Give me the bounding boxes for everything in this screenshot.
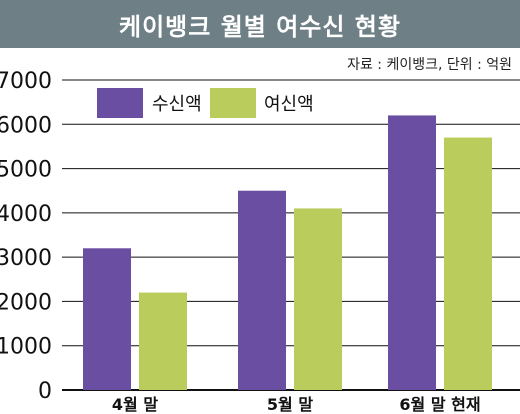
y-tick-label: 3000 xyxy=(0,246,52,271)
y-tick-label: 6000 xyxy=(0,113,52,138)
grid-lines xyxy=(62,79,520,391)
x-tick-label: 4월 말 xyxy=(112,395,158,414)
bar-loan xyxy=(444,137,492,390)
x-axis-ticks: 4월 말 5월 말 6월 말 현재 xyxy=(112,395,481,414)
y-tick-label: 1000 xyxy=(0,335,52,360)
y-tick-label: 4000 xyxy=(0,202,52,227)
y-axis-ticks: 0 1000 2000 3000 4000 5000 6000 7000 xyxy=(0,69,52,404)
legend-swatch xyxy=(210,88,256,118)
bar-loan xyxy=(139,292,187,390)
legend-label: 수신액 xyxy=(152,94,202,115)
bar-deposit xyxy=(238,190,286,390)
title-bar: 케이뱅크 월별 여수신 현황 xyxy=(0,0,520,48)
y-tick-label: 5000 xyxy=(0,158,52,183)
y-tick-label: 2000 xyxy=(0,290,52,315)
source-note: 자료 : 케이뱅크, 단위 : 억원 xyxy=(347,57,512,73)
y-tick-label: 7000 xyxy=(0,69,52,94)
y-tick-label: 0 xyxy=(38,379,52,404)
legend-label: 여신액 xyxy=(264,94,314,115)
legend: 수신액 여신액 xyxy=(97,88,314,118)
bar-loan xyxy=(294,208,342,390)
x-tick-label: 5월 말 xyxy=(267,395,313,414)
bars xyxy=(83,115,492,390)
chart-title: 케이뱅크 월별 여수신 현황 xyxy=(119,12,401,41)
bar-deposit xyxy=(388,115,436,390)
legend-swatch xyxy=(97,88,143,118)
bar-deposit xyxy=(83,248,131,390)
x-tick-label: 6월 말 현재 xyxy=(399,395,480,414)
